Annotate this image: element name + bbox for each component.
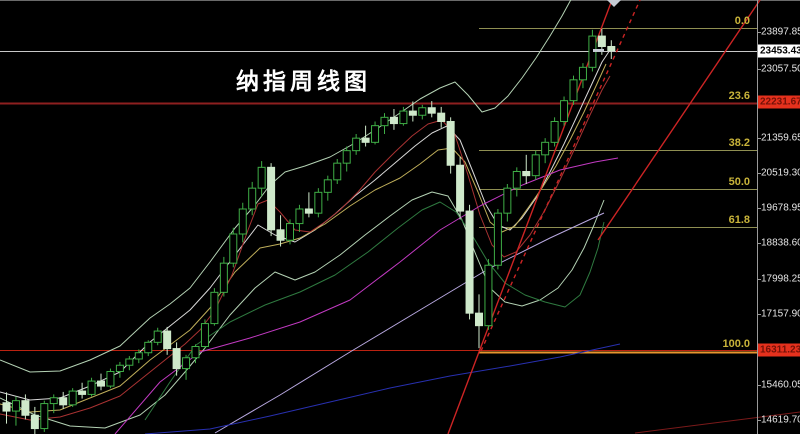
price-pointer-icon[interactable] — [593, 49, 604, 52]
candle-body — [607, 45, 616, 52]
fib-label-0.0: 0.0 — [734, 15, 750, 27]
candle-body — [267, 166, 276, 231]
candle-body — [286, 223, 294, 241]
candle-body — [59, 397, 68, 406]
candle-body — [465, 210, 474, 314]
candle-body — [191, 345, 200, 359]
ma-lavender — [214, 212, 605, 434]
candle-body — [40, 403, 49, 430]
candle-body — [125, 358, 134, 366]
candle-body — [163, 330, 172, 350]
trend-red-dashed[interactable] — [480, 0, 641, 352]
down-triangle-icon[interactable] — [607, 0, 621, 7]
price-tick-label: 23897.85 — [761, 26, 800, 38]
trend-red-right[interactable] — [597, 0, 761, 241]
candle-body — [522, 170, 531, 177]
price-tick-label: 21359.65 — [761, 132, 800, 144]
fib-label-61.8: 61.8 — [728, 214, 750, 226]
candle-body — [97, 380, 105, 387]
alert-price-badge[interactable]: 22231.67 — [758, 95, 800, 109]
candle-body — [475, 312, 483, 327]
candle-body — [371, 125, 380, 143]
candle-body — [333, 162, 342, 181]
candle-body — [380, 116, 389, 127]
candle-body — [456, 164, 465, 212]
candle-body — [257, 166, 266, 189]
fib-label-38.2: 38.2 — [728, 137, 750, 149]
ma-magenta — [114, 157, 619, 434]
candle-body — [49, 397, 58, 405]
candle-body — [295, 208, 304, 225]
candle-body — [115, 364, 124, 372]
price-tick-label: 18838.60 — [761, 237, 800, 249]
candle-body — [200, 323, 209, 347]
candle-body — [87, 380, 96, 395]
candle-body — [531, 154, 540, 177]
price-tick-label: 14619.70 — [761, 414, 800, 426]
candle-body — [182, 357, 191, 370]
current-price-badge: 23453.43 — [758, 44, 800, 58]
candle-body — [78, 390, 87, 395]
candle-body — [399, 110, 408, 125]
chart-title: 纳指周线图 — [236, 68, 371, 94]
candle-body — [2, 402, 11, 412]
candle-body — [68, 390, 77, 406]
price-tick-label: 23057.50 — [761, 63, 800, 75]
candle-body — [153, 330, 162, 343]
candle-body — [106, 370, 115, 387]
candle-body — [144, 341, 153, 354]
candle-body — [238, 208, 247, 235]
candle-body — [352, 137, 361, 152]
candle-body — [437, 112, 446, 122]
candle-body — [30, 414, 39, 430]
candle-body — [484, 264, 493, 327]
candle-body — [229, 233, 238, 264]
candle-body — [361, 137, 370, 143]
price-tick-label: 17998.25 — [761, 273, 800, 285]
price-tick-label: 17157.90 — [761, 308, 800, 320]
candle-body — [248, 187, 257, 210]
price-tick-label: 19678.95 — [761, 202, 800, 214]
candle-body — [210, 291, 219, 325]
candle-body — [578, 66, 587, 81]
fib-label-23.6: 23.6 — [728, 90, 750, 102]
price-tick-label: 15460.05 — [761, 379, 800, 391]
fib-label-50.0: 50.0 — [728, 176, 750, 188]
candle-body — [493, 212, 502, 266]
candle-body — [512, 170, 521, 189]
bb-lower — [0, 191, 605, 429]
ma-darkred-br — [634, 411, 800, 434]
candle-body — [389, 116, 398, 125]
price-tick-label: 20519.30 — [761, 167, 800, 179]
candle-body — [569, 79, 578, 102]
candle-body — [597, 35, 606, 47]
fib-label-100.0: 100.0 — [722, 338, 750, 350]
candle-body — [427, 107, 436, 114]
candle-body — [408, 110, 417, 116]
ma-blue — [144, 343, 621, 434]
ma-dark-green — [144, 201, 605, 421]
candle-body — [560, 100, 569, 122]
candle-body — [446, 120, 455, 166]
candle-body — [418, 107, 427, 116]
candle-body — [172, 348, 181, 370]
candle-body — [541, 141, 550, 156]
candle-body — [314, 191, 323, 214]
candle-body — [134, 352, 143, 360]
candle-body — [342, 150, 351, 164]
bb-upper — [0, 0, 572, 373]
candle-body — [304, 208, 313, 214]
ma-red — [0, 75, 611, 421]
candle-body — [11, 400, 20, 412]
candle-body — [276, 229, 285, 241]
candle-body — [219, 262, 228, 293]
candle-body — [550, 120, 559, 143]
candle-body — [21, 400, 30, 416]
alert-price-badge[interactable]: 16311.23 — [758, 343, 800, 357]
candle-body — [503, 187, 512, 214]
candle-body — [323, 179, 332, 193]
